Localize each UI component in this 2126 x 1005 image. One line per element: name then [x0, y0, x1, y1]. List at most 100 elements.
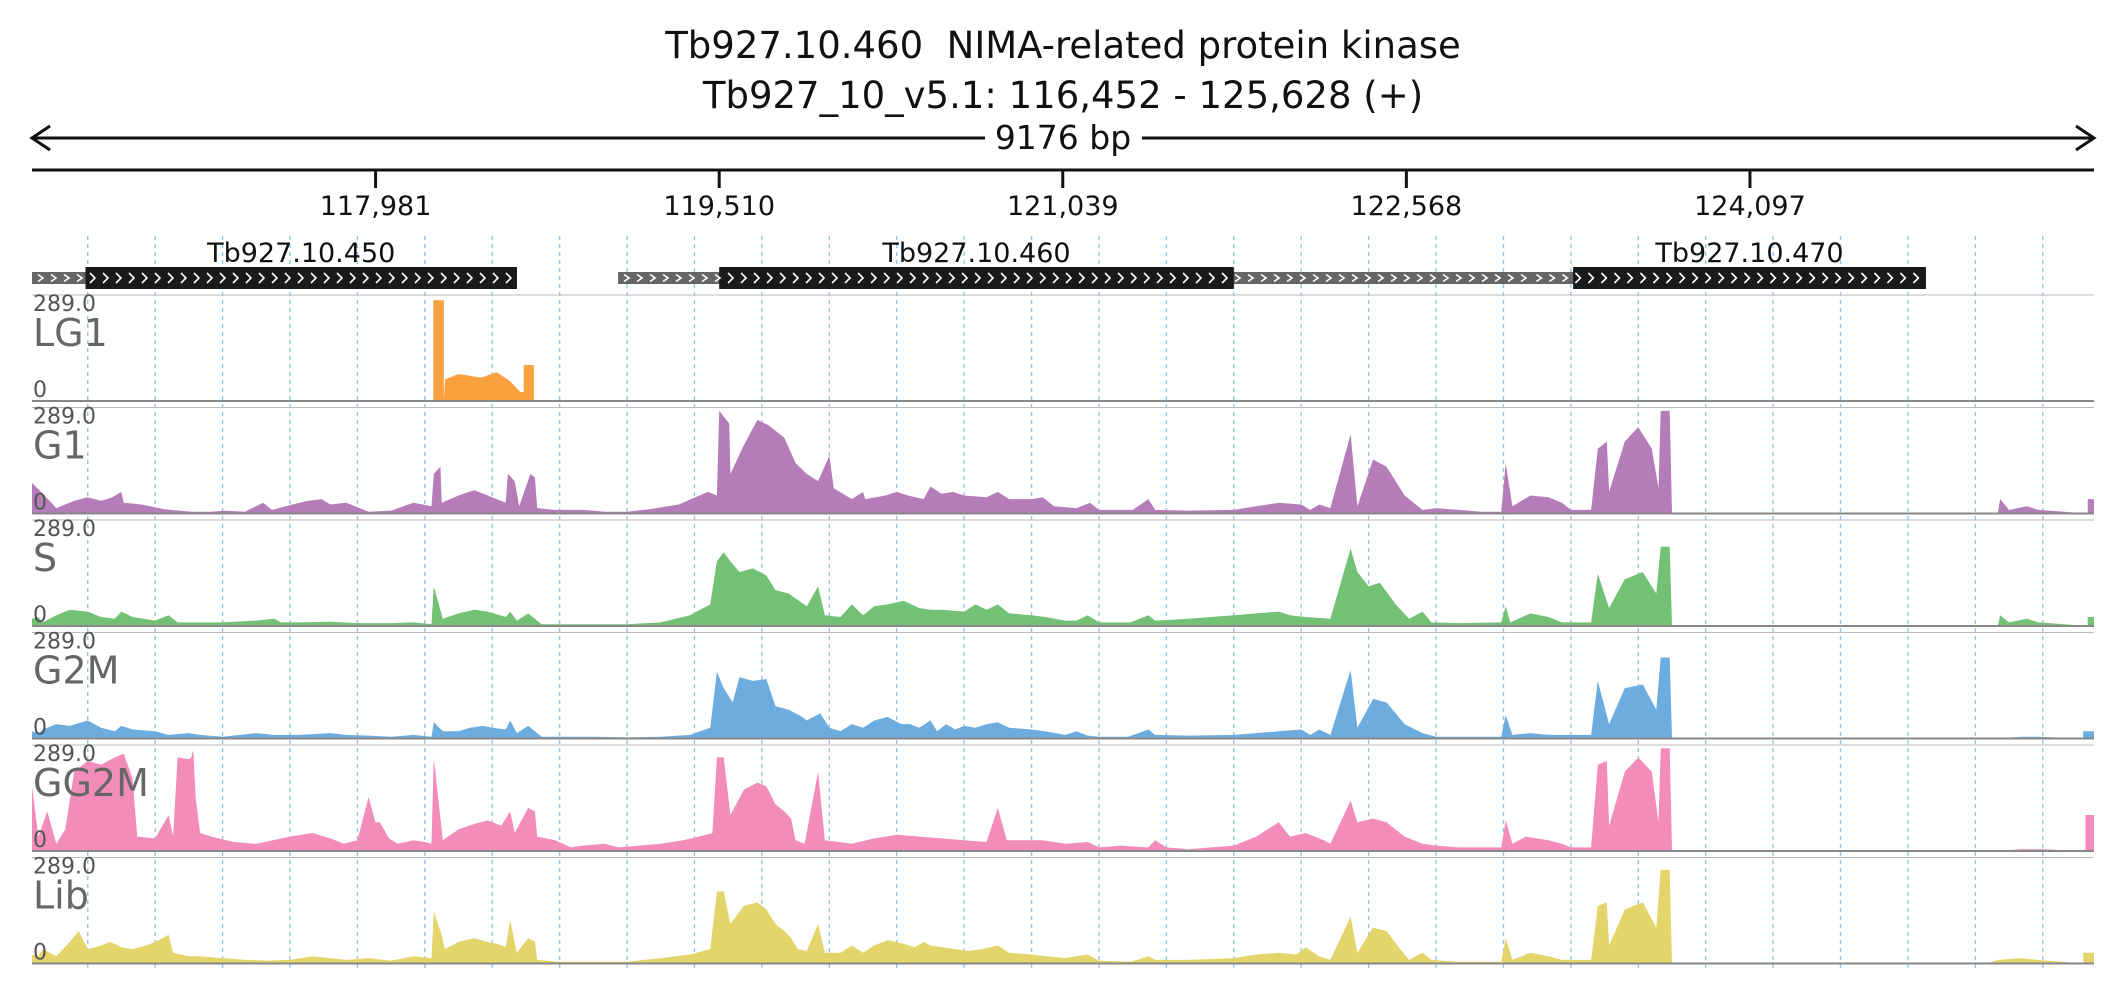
coverage-area-g2m	[32, 657, 2094, 739]
gene-label: Tb927.10.470	[1654, 238, 1843, 269]
strand-arrow-icon	[636, 273, 644, 283]
strand-arrow-icon	[466, 272, 474, 284]
track-gg2m: 289.0 0 GG2M	[32, 742, 2094, 853]
strand-arrow-icon	[1455, 273, 1463, 283]
strand-arrow-icon	[505, 272, 513, 284]
strand-arrow-icon	[1156, 272, 1164, 284]
strand-arrow-icon	[1468, 273, 1476, 283]
strand-arrow-icon	[297, 272, 305, 284]
strand-arrow-icon	[1208, 272, 1216, 284]
strand-arrow-icon	[271, 272, 279, 284]
strand-arrow-icon	[974, 272, 982, 284]
strand-arrow-icon	[805, 272, 813, 284]
strand-arrow-icon	[1325, 273, 1333, 283]
strand-arrow-icon	[1717, 272, 1725, 284]
strand-arrow-icon	[753, 272, 761, 284]
strand-arrow-icon	[1821, 272, 1829, 284]
strand-arrow-icon	[1117, 272, 1125, 284]
strand-arrow-icon	[1652, 272, 1660, 284]
strand-arrow-icon	[245, 272, 253, 284]
strand-arrow-icon	[1234, 273, 1242, 283]
strand-arrow-icon	[1130, 272, 1138, 284]
strand-arrow-icon	[1886, 272, 1894, 284]
strand-arrow-icon	[1899, 272, 1907, 284]
ruler-tick-label: 124,097	[1694, 191, 1806, 222]
y-min-label: 0	[33, 716, 47, 741]
strand-arrow-icon	[1182, 272, 1190, 284]
chart-title: Tb927.10.460 NIMA-related protein kinase	[664, 24, 1461, 67]
strand-arrow-icon	[727, 272, 735, 284]
strand-arrow-icon	[1091, 272, 1099, 284]
strand-arrow-icon	[1639, 272, 1647, 284]
strand-arrow-icon	[1574, 272, 1582, 284]
strand-arrow-icon	[740, 272, 748, 284]
strand-arrow-icon	[1377, 273, 1385, 283]
track-g2m: 289.0 0 G2M	[32, 630, 2094, 741]
coverage-area-g1	[32, 410, 2094, 514]
strand-arrow-icon	[1260, 273, 1268, 283]
strand-arrow-icon	[1691, 272, 1699, 284]
strand-arrow-icon	[766, 272, 774, 284]
strand-arrow-icon	[701, 273, 709, 283]
strand-arrow-icon	[857, 272, 865, 284]
y-min-label: 0	[33, 603, 47, 628]
strand-arrow-icon	[675, 273, 683, 283]
strand-arrow-icon	[479, 272, 487, 284]
y-min-label: 0	[33, 828, 47, 853]
strand-arrow-icon	[102, 272, 110, 284]
track-name: S	[33, 536, 57, 580]
strand-arrow-icon	[89, 272, 97, 284]
strand-arrow-icon	[714, 273, 722, 283]
strand-arrow-icon	[1104, 272, 1112, 284]
strand-arrow-icon	[1442, 273, 1450, 283]
strand-arrow-icon	[1665, 272, 1673, 284]
track-name: LG1	[33, 311, 108, 355]
strand-arrow-icon	[1312, 273, 1320, 283]
strand-arrow-icon	[1026, 272, 1034, 284]
strand-arrow-icon	[1429, 273, 1437, 283]
strand-arrow-icon	[662, 273, 670, 283]
strand-arrow-icon	[1390, 273, 1398, 283]
strand-arrow-icon	[323, 272, 331, 284]
gene-cds	[85, 267, 517, 289]
strand-arrow-icon	[375, 272, 383, 284]
strand-arrow-icon	[427, 272, 435, 284]
strand-arrow-icon	[63, 273, 71, 283]
strand-arrow-icon	[1247, 273, 1255, 283]
strand-arrow-icon	[1286, 273, 1294, 283]
track-name: GG2M	[33, 761, 149, 805]
strand-arrow-icon	[1756, 272, 1764, 284]
strand-arrow-icon	[1613, 272, 1621, 284]
strand-arrow-icon	[1403, 273, 1411, 283]
y-min-label: 0	[33, 378, 47, 403]
strand-arrow-icon	[1548, 273, 1556, 283]
strand-arrow-icon	[1730, 272, 1738, 284]
strand-arrow-icon	[167, 272, 175, 284]
track-s: 289.0 0 S	[32, 517, 2094, 628]
strand-arrow-icon	[284, 272, 292, 284]
coverage-area-lg1	[32, 300, 2094, 401]
y-min-label: 0	[33, 491, 47, 516]
coverage-area-gg2m	[32, 748, 2094, 851]
strand-arrow-icon	[453, 272, 461, 284]
strand-arrow-icon	[818, 272, 826, 284]
y-max-label: 289.0	[33, 292, 96, 317]
strand-arrow-icon	[388, 272, 396, 284]
strand-arrow-icon	[1587, 272, 1595, 284]
strand-arrow-icon	[1169, 272, 1177, 284]
strand-arrow-icon	[792, 272, 800, 284]
strand-arrow-icon	[492, 272, 500, 284]
y-max-label: 289.0	[33, 405, 96, 430]
strand-arrow-icon	[1860, 272, 1868, 284]
strand-arrow-icon	[948, 272, 956, 284]
span-arrow: 9176 bp	[29, 118, 2097, 157]
strand-arrow-icon	[909, 272, 917, 284]
ruler-tick-label: 122,568	[1351, 191, 1463, 222]
strand-arrow-icon	[1078, 272, 1086, 284]
track-lg1: 289.0 0 LG1	[32, 292, 2094, 403]
ruler-tick-label: 117,981	[320, 191, 432, 222]
strand-arrow-icon	[649, 273, 657, 283]
strand-arrow-icon	[1795, 272, 1803, 284]
strand-arrow-icon	[896, 272, 904, 284]
